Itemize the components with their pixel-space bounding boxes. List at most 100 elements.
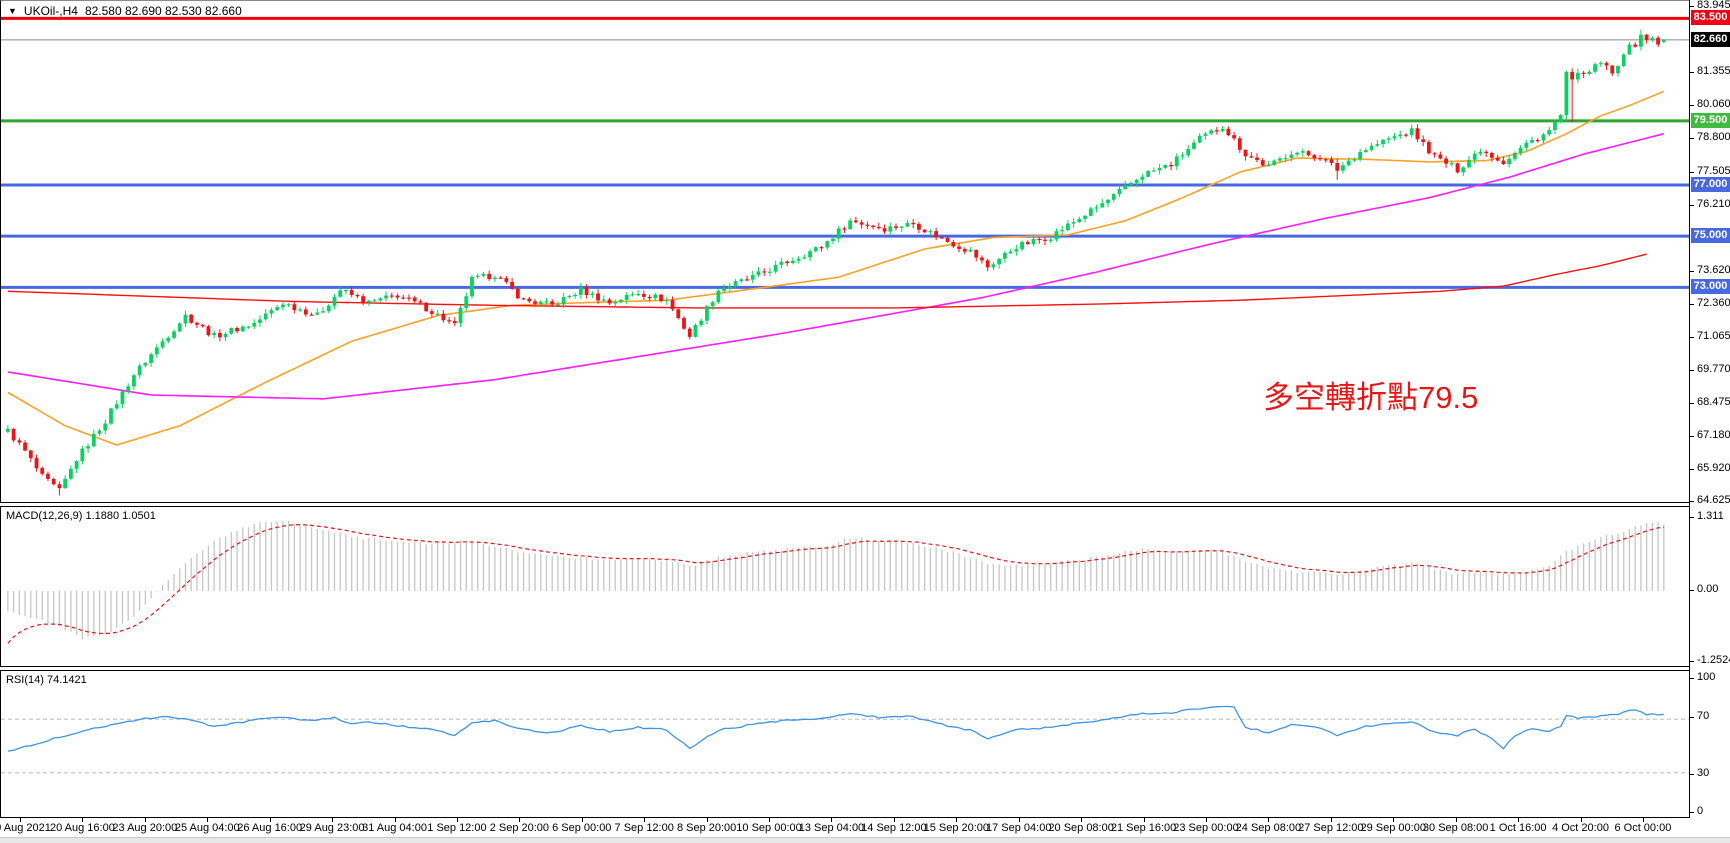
- axis-tick-mark: [1690, 271, 1694, 272]
- axis-tick-label: 81.355: [1697, 65, 1730, 77]
- axis-tick-label: 73.620: [1697, 264, 1730, 276]
- axis-tick-label: -1.2524: [1697, 654, 1730, 666]
- time-tick-mark: [1642, 818, 1644, 822]
- axis-tick-mark: [1690, 72, 1694, 73]
- time-tick-mark: [144, 818, 146, 822]
- time-tick-mark: [207, 818, 209, 822]
- axis-tick-label: 65.920: [1697, 462, 1730, 474]
- time-tick-mark: [269, 818, 271, 822]
- price-level-badge: 82.660: [1691, 31, 1730, 47]
- axis-tick-mark: [1690, 717, 1694, 718]
- chart-annotation-text: 多空轉折點79.5: [1263, 380, 1479, 415]
- axis-tick-label: 78.800: [1697, 131, 1730, 143]
- axis-tick-label: 70: [1697, 710, 1710, 722]
- rsi-line: [7, 705, 1664, 752]
- axis-tick-label: 100: [1697, 671, 1716, 683]
- time-tick-mark: [1268, 818, 1270, 822]
- rsi-label: RSI(14) 74.1421: [6, 674, 87, 686]
- window-bottom-edge: [0, 837, 1730, 843]
- axis-tick-label: 83.945: [1697, 0, 1730, 11]
- time-axis-label: 8 Sep 20:00: [676, 822, 737, 834]
- rsi-indicator-pane[interactable]: RSI(14) 74.1421: [0, 670, 1689, 818]
- time-tick-mark: [581, 818, 583, 822]
- axis-tick-mark: [1690, 812, 1694, 813]
- time-axis-label: 30 Sep 08:00: [1422, 822, 1489, 834]
- axis-tick-mark: [1690, 205, 1694, 206]
- macd-histogram-layer: [7, 521, 1665, 640]
- price-axis[interactable]: 83.945 81.355 80.060 78.800 77.505 76.210 73.6…: [1689, 0, 1730, 819]
- time-axis-label: 26 Aug 16:00: [237, 822, 303, 834]
- time-tick-mark: [1081, 818, 1083, 822]
- time-tick-mark: [1393, 818, 1395, 822]
- axis-tick-label: 76.210: [1697, 198, 1730, 210]
- time-tick-mark: [1518, 818, 1520, 822]
- axis-tick-mark: [1690, 370, 1694, 371]
- time-tick-mark: [1143, 818, 1145, 822]
- axis-tick-label: 77.505: [1697, 165, 1730, 177]
- time-tick-mark: [1455, 818, 1457, 822]
- axis-tick-label: 69.770: [1697, 363, 1730, 375]
- rsi-chart: [1, 705, 1689, 774]
- time-tick-mark: [769, 818, 771, 822]
- time-tick-mark: [20, 818, 21, 822]
- time-tick-mark: [519, 818, 521, 822]
- axis-tick-label: 68.475: [1697, 396, 1730, 408]
- time-tick-mark: [1205, 818, 1207, 822]
- time-tick-mark: [1580, 818, 1582, 822]
- axis-tick-mark: [1690, 105, 1694, 106]
- axis-tick-label: 0: [1697, 805, 1704, 817]
- time-tick-mark: [1330, 818, 1332, 822]
- time-axis-label: 20 Aug 16:00: [49, 822, 115, 834]
- price-level-badge: 77.000: [1691, 176, 1730, 192]
- chart-header: ▼ UKOil-,H4 82.580 82.690 82.530 82.660: [8, 4, 242, 18]
- macd-signal-line: [7, 524, 1664, 644]
- time-axis-label: 21 Sep 16:00: [1110, 822, 1177, 834]
- axis-tick-mark: [1690, 590, 1694, 591]
- axis-tick-mark: [1690, 138, 1694, 139]
- axis-tick-mark: [1690, 774, 1694, 775]
- time-tick-mark: [893, 818, 895, 822]
- symbol-dropdown-icon[interactable]: ▼: [8, 6, 17, 16]
- time-axis-label: 23 Aug 20:00: [112, 822, 178, 834]
- time-axis-label: 13 Sep 04:00: [798, 822, 865, 834]
- time-axis-label: 19 Aug 2021: [0, 822, 51, 834]
- macd-label: MACD(12,26,9) 1.1880 1.0501: [6, 510, 156, 522]
- ohlc-readout: 82.580 82.690 82.530 82.660: [84, 4, 242, 18]
- time-axis-label: 7 Sep 12:00: [614, 822, 674, 834]
- time-axis-label: 31 Aug 04:00: [362, 822, 427, 834]
- time-tick-mark: [456, 818, 458, 822]
- candlestick-chart: [1, 16, 1689, 496]
- macd-indicator-pane[interactable]: MACD(12,26,9) 1.1880 1.0501: [0, 506, 1689, 667]
- time-tick-mark: [1018, 818, 1020, 822]
- time-tick-mark: [644, 818, 646, 822]
- axis-tick-mark: [1690, 172, 1694, 173]
- price-level-badge: 73.000: [1691, 278, 1730, 294]
- time-axis-label: 6 Sep 00:00: [552, 822, 612, 834]
- time-axis-label: 4 Oct 20:00: [1552, 822, 1609, 834]
- axis-tick-mark: [1690, 304, 1694, 305]
- time-axis-label: 10 Sep 00:00: [736, 822, 802, 834]
- axis-tick-mark: [1690, 337, 1694, 338]
- axis-tick-mark: [1690, 501, 1694, 502]
- axis-tick-label: 64.625: [1697, 494, 1730, 506]
- time-axis-label: 17 Sep 04:00: [985, 822, 1052, 834]
- time-axis-label: 27 Sep 12:00: [1298, 822, 1364, 834]
- main-chart-pane[interactable]: ▼ UKOil-,H4 82.580 82.690 82.530 82.660 …: [0, 0, 1689, 503]
- axis-tick-label: 1.311: [1697, 510, 1724, 522]
- ma-slow-red: [7, 253, 1647, 309]
- time-axis-label: 14 Sep 12:00: [861, 822, 927, 834]
- time-tick-mark: [706, 818, 708, 822]
- axis-tick-label: 80.060: [1697, 98, 1730, 110]
- axis-tick-mark: [1690, 436, 1694, 437]
- axis-tick-mark: [1690, 661, 1694, 662]
- axis-tick-mark: [1690, 678, 1694, 679]
- axis-tick-label: 67.180: [1697, 429, 1730, 441]
- axis-tick-mark: [1690, 469, 1694, 470]
- candles-layer: [5, 29, 1666, 496]
- macd-chart: [7, 521, 1665, 644]
- time-tick-mark: [82, 818, 84, 822]
- symbol-timeframe-label: UKOil-,H4: [23, 4, 78, 18]
- axis-tick-mark: [1690, 6, 1694, 7]
